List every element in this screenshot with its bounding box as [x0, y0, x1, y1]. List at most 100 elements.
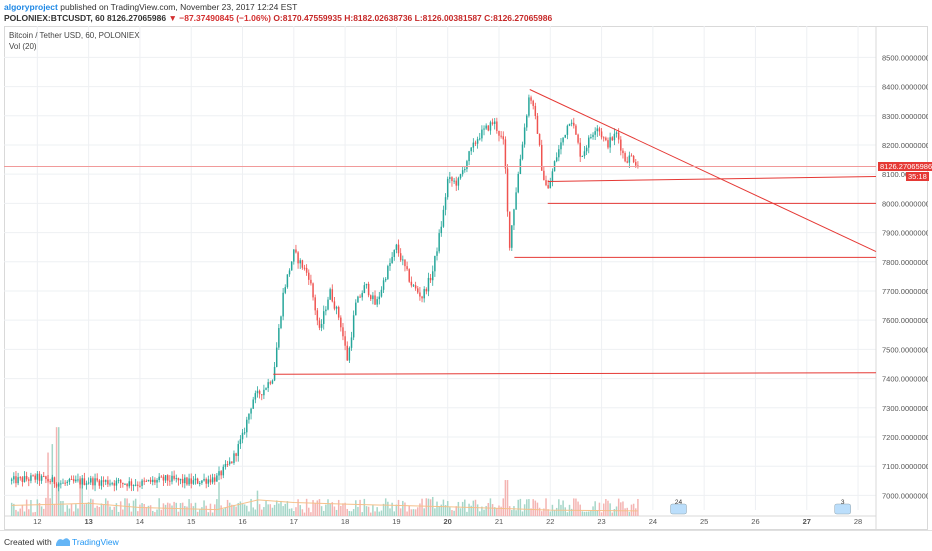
volume-bar — [504, 480, 507, 516]
candle-body — [211, 477, 214, 483]
volume-bar — [472, 500, 475, 516]
volume-bar — [337, 499, 340, 516]
candle-body — [246, 419, 248, 433]
volume-bar — [66, 505, 69, 516]
candle-body — [438, 233, 440, 252]
volume-bar — [124, 498, 126, 516]
candle-body — [515, 192, 517, 210]
candle-body — [470, 147, 472, 152]
volume-bar — [489, 498, 492, 516]
volume-bar — [581, 511, 584, 516]
candle-body — [94, 478, 96, 486]
candle-body — [216, 475, 218, 482]
volume-bar — [340, 505, 342, 516]
volume-bar — [444, 505, 447, 516]
volume-bar — [49, 498, 51, 516]
volume-bar — [543, 508, 545, 516]
volume-bar — [100, 503, 103, 516]
volume-bar — [290, 508, 293, 516]
volume-bar — [329, 503, 331, 516]
volume-bar — [440, 504, 443, 516]
candle-body — [626, 161, 628, 163]
volume-bar — [220, 505, 222, 516]
candle-body — [104, 480, 107, 482]
author-link[interactable]: algoryproject — [4, 2, 58, 12]
candle-body — [487, 125, 490, 131]
candle-body — [536, 115, 539, 134]
published-text: published on TradingView.com, November 2… — [60, 2, 298, 12]
candle-body — [600, 131, 603, 138]
candle-body — [359, 296, 361, 298]
price-chart[interactable]: 8500.00000000 8400.00000000 8300.00000000 8… — [4, 26, 928, 530]
volume-bar — [295, 507, 297, 516]
candle-body — [389, 263, 391, 267]
volume-bar — [348, 511, 351, 516]
candle-body — [431, 271, 434, 281]
volume-bar — [487, 502, 490, 516]
volume-bar — [301, 509, 304, 516]
candle-body — [40, 476, 43, 481]
volume-bar — [30, 500, 32, 516]
volume-bar — [425, 498, 428, 516]
candle-body — [585, 147, 588, 152]
volume-bar — [166, 502, 169, 516]
x-tick-label: 26 — [751, 517, 759, 526]
volume-bar — [47, 452, 49, 516]
volume-bar — [115, 503, 118, 516]
candle-body — [143, 480, 145, 482]
volume-bar — [312, 500, 314, 516]
candle-body — [265, 388, 267, 390]
tradingview-brand-link[interactable]: TradingView — [72, 537, 119, 547]
candle-body — [241, 432, 244, 440]
candle-body — [43, 476, 45, 478]
y-tick-label: 8500.00000000 — [882, 53, 928, 62]
y-tick-label: 7200.00000000 — [882, 433, 928, 442]
candle-body — [562, 137, 564, 143]
volume-bar — [145, 507, 148, 516]
candle-body — [464, 169, 466, 171]
footer: Created with TradingView — [0, 530, 932, 551]
volume-bar — [547, 509, 549, 516]
volume-bar — [252, 507, 254, 516]
candle-body — [64, 482, 66, 484]
candle-body — [402, 259, 404, 261]
candle-body — [280, 316, 282, 329]
event-marker-label: 3 — [841, 499, 845, 506]
candle-body — [314, 297, 316, 311]
volume-indicator-label[interactable]: Vol (20) — [9, 42, 37, 51]
candle-body — [511, 225, 513, 248]
volume-bar — [107, 500, 109, 516]
volume-bar — [498, 505, 500, 516]
x-tick-label: 18 — [341, 517, 349, 526]
volume-bar — [205, 505, 207, 516]
candle-body — [333, 301, 336, 309]
candle-body — [252, 399, 254, 409]
candle-body — [357, 296, 359, 303]
candle-body — [340, 317, 342, 328]
x-tick-label: 25 — [700, 517, 708, 526]
volume-bar — [515, 510, 517, 516]
candle-body — [579, 142, 581, 157]
candle-body — [258, 390, 261, 395]
volume-bar — [154, 512, 156, 516]
event-marker-icon — [834, 503, 851, 515]
candle-body — [72, 479, 75, 482]
candle-body — [630, 155, 633, 157]
candle-body — [235, 453, 237, 456]
volume-bar — [256, 490, 259, 516]
candle-body — [188, 478, 190, 485]
candle-body — [594, 131, 596, 135]
symbol-label: POLONIEX:BTCUSDT, 60 — [4, 13, 105, 23]
candle-body — [427, 277, 430, 292]
volume-bar — [171, 505, 173, 516]
candle-body — [92, 478, 94, 486]
volume-bar — [177, 511, 180, 516]
volume-bar — [457, 501, 460, 516]
candle-body — [23, 476, 26, 482]
candle-body — [231, 461, 233, 463]
volume-bar — [288, 508, 291, 516]
candle-body — [423, 289, 425, 299]
volume-bar — [534, 500, 537, 516]
candle-body — [109, 483, 111, 485]
candle-body — [299, 260, 301, 264]
